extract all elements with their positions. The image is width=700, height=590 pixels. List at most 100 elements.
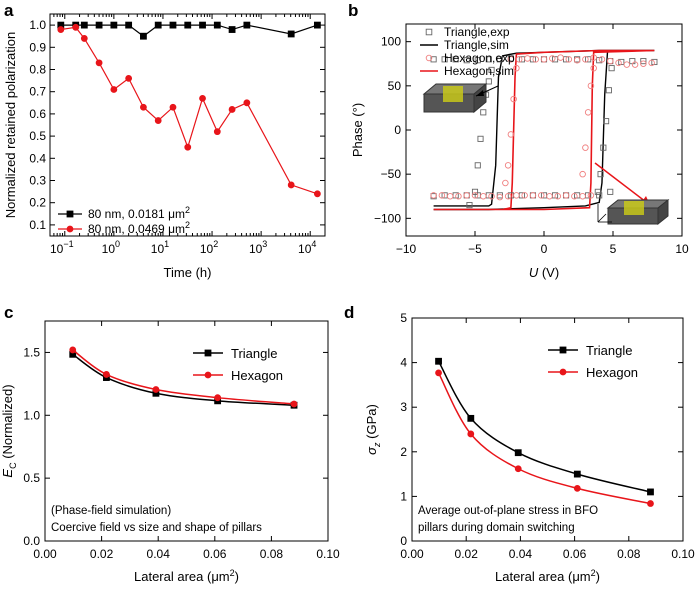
- panel-a-xtick-base: 10: [102, 242, 116, 256]
- panel-a: a 0.10.20.30.40.50.60.70.80.91.010−1 100 1…: [3, 1, 326, 280]
- panel-a-series-0-point: [80, 21, 88, 29]
- panel-a-xtick-exp: 4: [311, 239, 316, 249]
- panel-b-hexagon-exp-point: [582, 144, 589, 151]
- panel-a-legend-name: 80 nm, 0.0469: [88, 222, 168, 236]
- panel-b-hexagon-exp-point: [515, 56, 523, 63]
- panel-d-xtick-label: 0.06: [563, 547, 587, 561]
- panel-c-xlabel-end: ): [235, 569, 239, 584]
- panel-a-ytick-label: 0.4: [29, 151, 46, 165]
- panel-b-hexagon-exp-point: [587, 192, 595, 199]
- panel-c-plot-frame: [44, 320, 329, 542]
- panel-d-series-0-point: [514, 449, 522, 457]
- panel-b-hexagon-exp-point: [471, 192, 479, 199]
- panel-a-series-0-point: [154, 21, 162, 29]
- panel-b-inset2-pillar: [624, 201, 644, 215]
- panel-a-series-1-point: [213, 128, 221, 136]
- panel-a-xtick-base: 10: [50, 242, 64, 256]
- panel-b-hexagon-exp-point: [648, 59, 655, 67]
- panel-b-triangle-exp-point: [474, 57, 481, 64]
- panel-a-ylabel: Normalized retained polarization: [3, 32, 18, 218]
- panel-c-annotation: Coercive field vs size and shape of pill…: [51, 522, 262, 534]
- panel-b-hexagon-exp-point: [579, 170, 586, 178]
- panel-b-legend-text: Hexagon,sim: [444, 64, 514, 78]
- panel-b-triangle-exp-point: [603, 118, 610, 125]
- panel-a-series-1-point: [169, 103, 177, 111]
- panel-c-ylabel-sub: C: [8, 462, 18, 469]
- panel-a-xlabel: Time (h): [164, 265, 212, 280]
- panel-b-inset2-arrow: [594, 162, 651, 206]
- panel-a-ytick-label: 0.1: [29, 218, 46, 232]
- panel-b-triangle-exp-point: [452, 56, 459, 63]
- panel-b-triangle-exp-point: [466, 202, 473, 209]
- panel-d-series-0-point: [573, 470, 581, 478]
- panel-c-xlabel-sup: 2: [230, 568, 235, 578]
- panel-b-xtick-label: −10: [396, 242, 417, 256]
- panel-a-series-1-line: [60, 26, 318, 195]
- panel-b-triangle-exp-point: [596, 192, 603, 199]
- panel-b-ytick-label: 100: [381, 35, 401, 49]
- panel-b-hexagon-exp-point: [590, 64, 597, 72]
- panel-c-ytick-label: 0.5: [23, 471, 40, 485]
- panel-a-ytick-label: 0.7: [29, 85, 46, 99]
- panel-a-ytick-label: 0.3: [29, 174, 46, 188]
- panel-a-series-1-point: [228, 106, 236, 113]
- panel-b-triangle-exp-point: [488, 66, 495, 73]
- panel-a-series-0-point: [140, 32, 147, 40]
- panel-a-xtick-exp: −1: [63, 239, 73, 249]
- panel-b-triangle-exp-point: [607, 188, 614, 195]
- panel-b-triangle-exp-point: [485, 56, 492, 63]
- panel-c-series-1-point: [214, 394, 222, 402]
- panel-b-hexagon-exp-point: [582, 56, 589, 63]
- panel-c-xtick-label: 0.10: [316, 547, 340, 561]
- panel-b-hexagon-exp-point: [532, 56, 539, 63]
- panel-a-series-1-point: [199, 94, 206, 102]
- panel-a-xtick-exp: 0: [115, 239, 120, 249]
- panel-a-series-1-point: [125, 74, 133, 82]
- panel-b-pillar-inset-left: [422, 82, 499, 114]
- panel-b-hexagon-exp-point: [463, 192, 470, 199]
- panel-b-triangle-exp-point: [551, 56, 559, 63]
- panel-b-triangle-exp-point: [430, 56, 437, 63]
- panel-c-legend-text: Triangle: [231, 346, 277, 361]
- panel-b-hexagon-exp-point: [623, 61, 631, 68]
- panel-b-hexagon-exp-point: [579, 192, 586, 200]
- panel-b-label: b: [348, 1, 358, 20]
- panel-c-series-1-point: [103, 371, 110, 378]
- panel-c-ylabel: EC (Normalized): [0, 384, 18, 477]
- panel-b-hexagon-exp-point: [488, 192, 495, 200]
- panel-c-xlabel: Lateral area (μm2): [134, 568, 239, 584]
- panel-b-legend-text: Triangle,sim: [444, 38, 509, 52]
- panel-a-label: a: [4, 1, 14, 20]
- panel-b-xlabel: U (V): [529, 265, 559, 280]
- panel-d-xlabel-main: Lateral area (μm: [495, 569, 591, 584]
- panel-d-annotation: pillars during domain switching: [418, 522, 575, 534]
- panel-b-hexagon-exp-point: [521, 192, 528, 199]
- panel-a-legend-marker: [66, 225, 74, 233]
- panel-b-triangle-exp-point: [463, 57, 470, 64]
- panel-c-series-1-point: [290, 400, 298, 408]
- panel-a-series-0-point: [228, 26, 236, 33]
- panel-d-series-0-point: [467, 414, 475, 422]
- panel-d-ytick-label: 5: [400, 311, 407, 325]
- panel-b-hexagon-exp-point: [606, 57, 614, 65]
- panel-d-legend-marker: [559, 346, 567, 354]
- panel-b-inset-arrowhead: [476, 90, 484, 96]
- panel-a-legend-unit: μm: [168, 207, 185, 221]
- panel-a-series-0-point: [313, 21, 321, 29]
- panel-c-ylabel-main: E: [0, 469, 15, 478]
- panel-a-xtick-exp: 1: [164, 239, 169, 249]
- panel-d-series-1-point: [573, 484, 581, 492]
- panel-b-hexagon-exp-point: [446, 192, 454, 200]
- panel-a-xtick-label: 10−1: [50, 239, 74, 256]
- panel-a-ytick-label: 0.2: [29, 196, 46, 210]
- panel-a-series-1-point: [243, 99, 251, 107]
- panel-a-legend-name: 80 nm, 0.0181: [88, 207, 168, 221]
- panel-b-hexagon-exp-point: [504, 192, 512, 200]
- panel-b-xtick-label: 5: [610, 242, 617, 256]
- panel-a-series-1-point: [72, 23, 80, 31]
- panel-a-xtick-base: 10: [151, 242, 165, 256]
- panel-b-hexagon-exp-point: [540, 56, 548, 63]
- panel-d-xtick-label: 0.04: [509, 547, 533, 561]
- panel-b-legend-text: Triangle,exp: [444, 25, 510, 39]
